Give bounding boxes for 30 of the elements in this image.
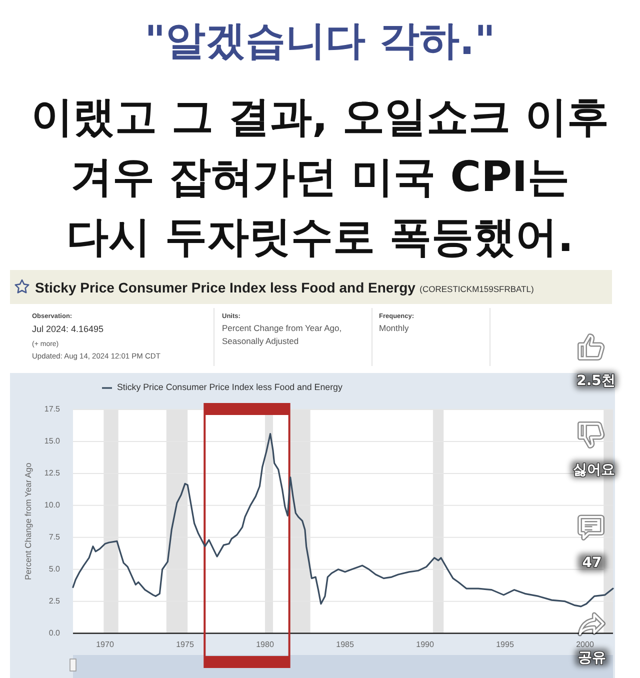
text: 겨우 잡혀가던 미국 CPI는 bbox=[70, 152, 570, 201]
chart-title: Sticky Price Consumer Price Index less Food and Energy bbox=[35, 280, 416, 296]
text: Monthly bbox=[379, 323, 410, 333]
x-tick-label: 1985 bbox=[336, 640, 354, 650]
x-tick-label: 1975 bbox=[176, 640, 194, 650]
annotation: 47 bbox=[582, 555, 602, 571]
text: Seasonally Adjusted bbox=[222, 336, 299, 346]
text: Jul 2024: 4.16495 bbox=[32, 324, 104, 334]
x-tick-label: 1995 bbox=[496, 640, 514, 650]
text: Percent Change from Year Ago, bbox=[222, 323, 342, 333]
x-tick-label: 1990 bbox=[416, 640, 434, 650]
y-tick-label: 2.5 bbox=[48, 596, 61, 606]
y-tick-label: 0.0 bbox=[48, 628, 61, 638]
y-tick-label: 17.5 bbox=[44, 404, 61, 414]
y-tick-label: 5.0 bbox=[48, 564, 61, 574]
y-tick-label: 15.0 bbox=[44, 436, 61, 446]
text: 이랬고 그 결과, 오일쇼크 이후 bbox=[30, 92, 610, 141]
y-axis-title: Percent Change from Year Ago bbox=[23, 462, 34, 580]
x-tick-label: 1970 bbox=[96, 640, 114, 650]
y-tick-label: 12.5 bbox=[44, 468, 61, 478]
text: 공유 bbox=[578, 650, 606, 666]
legend-label: Sticky Price Consumer Price Index less Food and Energy bbox=[117, 382, 343, 392]
chart-subtitle: (CORESTICKM159SFRBATL) bbox=[420, 284, 534, 294]
x-tick-label: 2000 bbox=[576, 640, 594, 650]
text: "알겠습니다 각하." bbox=[144, 18, 496, 64]
x-tick-label: 1980 bbox=[256, 640, 274, 650]
line-series bbox=[72, 433, 614, 608]
text: 다시 두자릿수로 폭등했어. bbox=[66, 212, 574, 261]
y-tick-label: 7.5 bbox=[48, 532, 61, 542]
y-tick-label: 10.0 bbox=[44, 500, 61, 510]
